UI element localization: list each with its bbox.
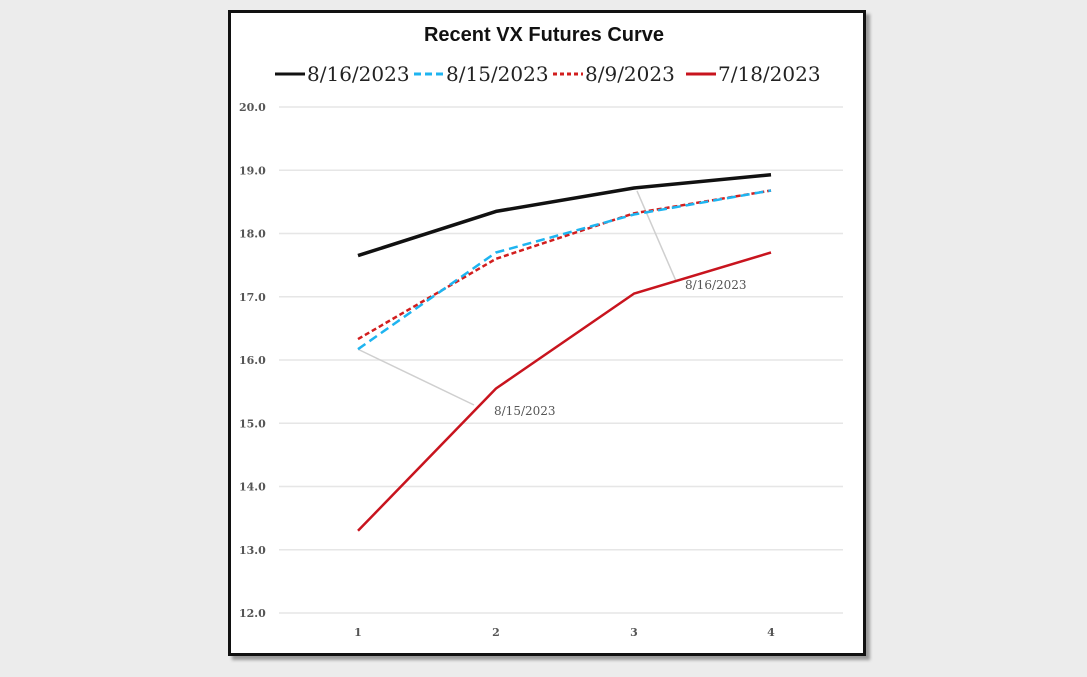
- legend-label: 8/15/2023: [446, 62, 549, 86]
- x-tick-label: 3: [630, 626, 638, 639]
- chart-annotations: 8/15/2023 8/16/2023: [357, 190, 747, 418]
- y-tick-label: 17.0: [239, 291, 266, 304]
- y-tick-label: 16.0: [239, 354, 266, 367]
- annotation-leader-line: [636, 190, 677, 282]
- chart-title: Recent VX Futures Curve: [424, 24, 664, 46]
- legend-label: 8/16/2023: [307, 62, 410, 86]
- y-tick-label: 13.0: [239, 544, 266, 557]
- chart-gridlines: [279, 106, 843, 614]
- x-tick-label: 1: [354, 626, 362, 639]
- chart-series: [357, 172, 772, 532]
- series-line: [357, 189, 772, 351]
- y-tick-label: 14.0: [239, 481, 266, 494]
- annotation-label: 8/16/2023: [685, 278, 747, 292]
- y-axis: 12.0 13.0 14.0 15.0 16.0 17.0 18.0 19.0 20.0: [239, 101, 266, 620]
- series-line: [357, 251, 772, 532]
- series-line: [357, 189, 772, 341]
- y-tick-label: 15.0: [239, 417, 266, 430]
- chart-svg: Recent VX Futures Curve 8/16/2023 8/15/20…: [239, 24, 843, 639]
- x-tick-label: 2: [492, 626, 500, 639]
- x-axis: 1 2 3 4: [354, 626, 775, 639]
- annotation-label: 8/15/2023: [494, 404, 556, 418]
- legend-label: 8/9/2023: [585, 62, 675, 86]
- y-tick-label: 19.0: [239, 164, 266, 177]
- annotation-leader-line: [357, 348, 475, 406]
- y-tick-label: 20.0: [239, 101, 266, 114]
- y-tick-label: 12.0: [239, 607, 266, 620]
- chart-frame: Recent VX Futures Curve 8/16/2023 8/15/20…: [228, 10, 866, 656]
- chart-legend: 8/16/2023 8/15/2023 8/9/2023 7/18/2023: [275, 62, 821, 86]
- x-tick-label: 4: [767, 626, 775, 639]
- series-line: [357, 172, 772, 258]
- y-tick-label: 18.0: [239, 228, 266, 241]
- legend-label: 7/18/2023: [718, 62, 821, 86]
